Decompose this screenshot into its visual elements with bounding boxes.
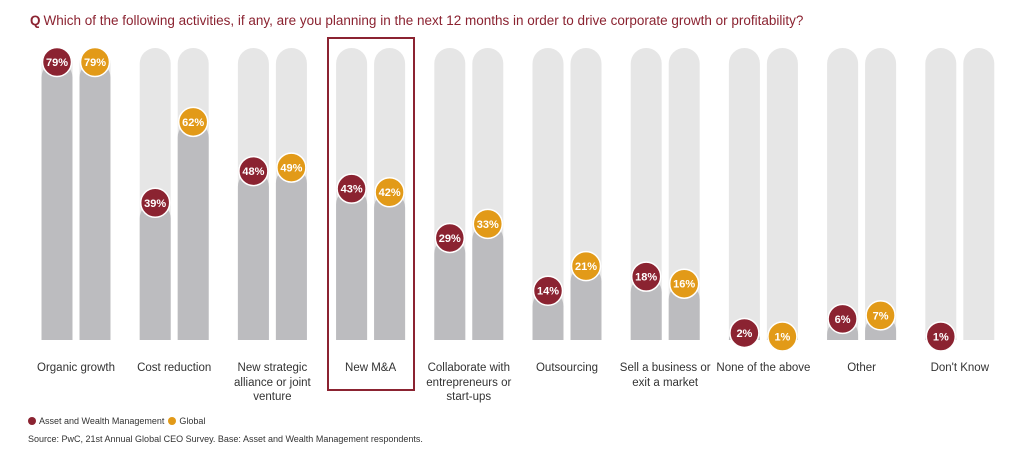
data-label-4-0: 29%	[439, 233, 461, 245]
bar-fill-4-1	[472, 223, 504, 340]
data-label-6-1: 16%	[673, 279, 695, 291]
bar-fill-6-1	[668, 283, 700, 340]
bar-track-7-1	[766, 48, 798, 340]
category-label-line: exit a market	[632, 376, 699, 389]
data-label-1-0: 39%	[144, 198, 166, 210]
category-label-line: Outsourcing	[535, 362, 598, 374]
data-label-2-0: 48%	[242, 166, 264, 178]
data-label-4-1: 33%	[477, 219, 499, 231]
category-label-line: New strategic	[237, 362, 308, 374]
category-label-7: None of the above	[708, 361, 818, 376]
data-label-5-0: 14%	[537, 286, 559, 298]
data-point-2-1	[276, 152, 307, 183]
data-point-8-0	[827, 303, 858, 335]
category-label-line: None of the above	[716, 362, 811, 374]
data-label-3-0: 43%	[341, 184, 363, 196]
data-label-5-1: 21%	[575, 261, 597, 273]
legend-label-awm: Asset and Wealth Management	[39, 416, 165, 426]
data-point-1-1	[177, 106, 209, 138]
data-point-8-1	[865, 300, 896, 331]
bar-track-6-1	[668, 48, 700, 340]
legend: Asset and Wealth Management Global	[28, 416, 209, 426]
data-label-3-1: 42%	[379, 187, 401, 199]
data-point-0-1	[79, 46, 111, 78]
data-point-9-0	[925, 321, 957, 352]
category-label-9: Don't Know	[905, 361, 1015, 376]
category-label-line: venture	[253, 391, 292, 403]
category-label-4: Collaborate with entrepreneurs or start-up…	[414, 361, 524, 405]
category-label-0: Organic growth	[21, 361, 131, 376]
data-point-2-0	[238, 155, 269, 187]
question-marker: Q	[30, 13, 41, 28]
category-label-5: Outsourcing	[512, 361, 622, 376]
category-label-line: Collaborate with	[427, 362, 511, 374]
bar-track-7-0	[728, 48, 760, 340]
data-label-0-0: 79%	[46, 57, 68, 69]
bar-track-9-0	[925, 48, 957, 340]
category-label-line: New M&A	[345, 362, 397, 374]
legend-item-global: Global	[168, 416, 205, 426]
data-point-4-1	[472, 208, 504, 240]
category-label-line: Organic growth	[37, 362, 115, 374]
bar-fill-2-0	[237, 171, 269, 340]
bar-fill-0-0	[41, 62, 73, 340]
data-point-3-1	[374, 176, 405, 208]
data-point-7-1	[767, 321, 798, 352]
category-label-line: Other	[847, 362, 876, 374]
bar-track-9-1	[963, 48, 995, 340]
data-label-1-1: 62%	[182, 117, 204, 129]
bar-fill-4-0	[434, 237, 466, 340]
bar-fill-6-0	[630, 276, 662, 340]
category-label-line: Cost reduction	[137, 362, 212, 374]
bar-track-5-0	[532, 48, 564, 340]
question-text: Which of the following activities, if an…	[43, 13, 804, 28]
legend-swatch-awm	[28, 417, 36, 425]
category-label-line: entrepreneurs or	[426, 376, 512, 389]
bar-fill-3-0	[336, 188, 368, 340]
category-label-8: Other	[807, 361, 917, 376]
bar-fill-3-1	[374, 192, 406, 340]
data-point-0-0	[41, 46, 73, 78]
data-label-0-1: 79%	[84, 57, 106, 69]
data-point-5-0	[532, 275, 564, 306]
data-point-5-1	[570, 250, 602, 282]
bar-fill-2-1	[275, 167, 307, 340]
category-label-1: Cost reduction	[119, 361, 229, 376]
data-label-6-0: 18%	[635, 272, 657, 284]
bar-fill-1-1	[177, 121, 209, 340]
bar-track-8-1	[865, 48, 897, 340]
bar-fill-5-1	[570, 266, 602, 340]
data-label-7-0: 2%	[736, 328, 752, 340]
data-point-4-0	[434, 222, 466, 254]
data-point-6-1	[668, 268, 700, 299]
bar-fill-0-1	[79, 62, 111, 340]
category-label-line: Sell a business or	[619, 362, 711, 374]
bar-track-8-0	[827, 48, 859, 340]
legend-label-global: Global	[179, 416, 206, 426]
data-label-8-1: 7%	[873, 310, 889, 322]
bar-fill-1-0	[139, 202, 171, 340]
source-note: Source: PwC, 21st Annual Global CEO Surv…	[28, 434, 423, 444]
data-label-7-1: 1%	[774, 331, 790, 343]
data-point-7-0	[729, 317, 760, 349]
data-label-9-0: 1%	[933, 331, 949, 343]
bar-chart: 79% 79% 39% 62% 48% 49% 43% 42% 29% 33% 14% 21% 18% 1…	[41, 46, 995, 352]
category-label-line: Don't Know	[930, 362, 990, 374]
category-label-3: New M&A	[316, 361, 426, 376]
legend-item-awm: Asset and Wealth Management	[28, 416, 164, 426]
category-label-line: start-ups	[446, 391, 492, 403]
data-point-3-0	[336, 173, 367, 204]
category-label-line: alliance or joint	[234, 376, 311, 389]
data-point-6-0	[630, 261, 662, 292]
category-label-6: Sell a business or exit a market	[610, 361, 720, 390]
data-label-8-0: 6%	[835, 314, 851, 326]
data-label-2-1: 49%	[280, 163, 302, 175]
category-label-2: New strategic alliance or joint venture	[217, 361, 327, 405]
legend-swatch-global	[168, 417, 177, 425]
data-point-1-0	[139, 187, 171, 219]
chart-title: Q Which of the following activities, if a…	[30, 13, 803, 28]
